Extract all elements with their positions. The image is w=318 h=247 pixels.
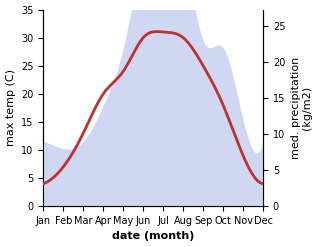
X-axis label: date (month): date (month) <box>112 231 194 242</box>
Y-axis label: med. precipitation
(kg/m2): med. precipitation (kg/m2) <box>291 57 313 159</box>
Y-axis label: max temp (C): max temp (C) <box>5 69 16 146</box>
